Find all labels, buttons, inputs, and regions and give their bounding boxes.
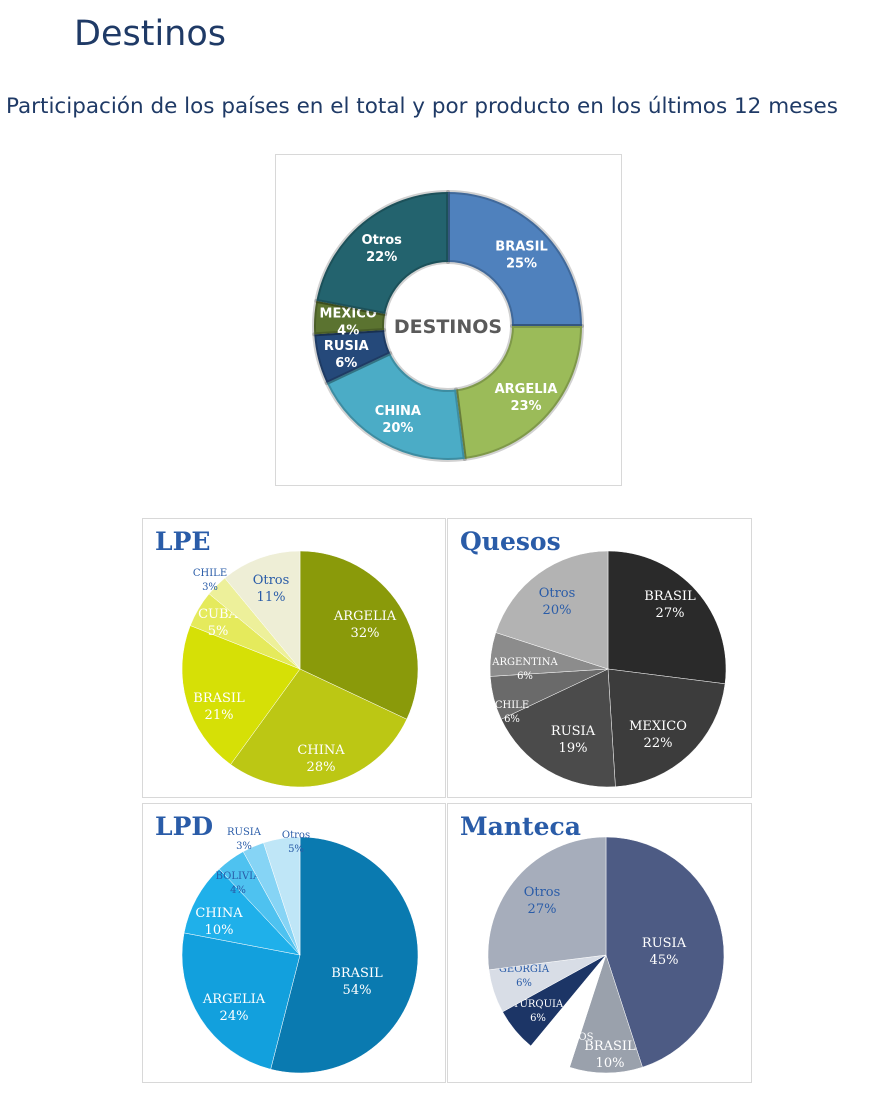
slice-value-otros: 20%: [543, 603, 572, 618]
chart-title-lpe: LPE: [155, 527, 211, 556]
slice-value-rusia: 45%: [650, 953, 679, 968]
slice-value-china: 10%: [205, 923, 234, 938]
slice-label-otros: Otros: [282, 830, 310, 841]
pie-slice-argelia: [299, 550, 419, 720]
page-title: Destinos: [74, 14, 226, 54]
donut-center-label: DESTINOS: [394, 316, 502, 338]
lpd-chart-panel: LPD BRASIL 54% ARGELIA 24% CHINA 10% BOLIVIA 4%…: [142, 803, 446, 1083]
slice-value-argelia: 23%: [510, 399, 541, 414]
pie-slice-rusia: [605, 836, 725, 1068]
pie-slice-argelia: [181, 932, 301, 1070]
slice-label-georgia: GEORGIA: [499, 964, 550, 975]
pie-slice-china: [183, 868, 301, 956]
quesos-chart-panel: Quesos BRASIL 27% MEXICO 22% RUSIA 19% CHILE 6%…: [447, 518, 752, 798]
slice-label-mexico: MEXICO: [629, 719, 687, 734]
pie-slice-brasil: [446, 190, 584, 328]
slice-value-otros: 22%: [366, 250, 397, 265]
pie-slice-otros: [314, 190, 450, 317]
slice-label-brasil: BRASIL: [193, 691, 245, 706]
slice-value-rusia: 6%: [335, 356, 357, 371]
slice-value-brasil: 27%: [656, 606, 685, 621]
slice-value-cuba: 5%: [208, 624, 229, 639]
slice-value-brasil: 54%: [343, 983, 372, 998]
slice-label-brasil: BRASIL: [644, 589, 696, 604]
destinos-chart-panel: BRASIL 25% ARGELIA 23% CHINA 20% RUSIA 6% MEXICO…: [275, 154, 622, 486]
page-subtitle: Participación de los países en el total …: [6, 94, 838, 119]
slice-label-chile: CHILE: [495, 700, 529, 711]
chart-title-manteca: Manteca: [460, 812, 581, 841]
slice-value-otros: 11%: [257, 590, 286, 605]
slice-value-argentina: 6%: [517, 671, 533, 682]
slice-label-rusia: RUSIA: [642, 936, 687, 951]
slice-label-chile: CHILE: [193, 568, 227, 579]
slice-value-georgia: 6%: [516, 978, 532, 989]
slice-label-bolivia: BOLIVIA: [216, 871, 261, 882]
slice-value-rusia: 19%: [559, 741, 588, 756]
slice-value-brasil: 25%: [506, 256, 537, 271]
pie-slice-otros: [263, 836, 301, 956]
slice-value-chile: 3%: [202, 582, 218, 593]
slice-label-otros: Otros: [539, 586, 576, 601]
slice-label-brasil: BRASIL: [495, 239, 547, 254]
slice-value-argelia: 32%: [351, 626, 380, 641]
slice-label-china: CHINA: [375, 404, 421, 419]
lpe-pie-chart: ARGELIA 32% CHINA 28% BRASIL 21% CUBA 5% CHILE 3%…: [181, 550, 419, 788]
slice-label-mexico: MEXICO: [320, 307, 377, 322]
slice-label-china: CHINA: [297, 743, 345, 758]
chart-title-quesos: Quesos: [460, 527, 561, 556]
slice-label-brasil: BRASIL: [584, 1039, 636, 1054]
slice-value-brasil: 10%: [596, 1056, 625, 1071]
pie-slice-mexico: [607, 668, 726, 788]
chart-title-lpd: LPD: [155, 812, 214, 841]
slice-label-argelia: ARGELIA: [333, 609, 397, 624]
pie-slice-china: [324, 351, 467, 462]
manteca-pie-chart: RUSIA 45% BRASIL 10% MARRUECOS 6% TURQUIA 6% GEO…: [487, 836, 725, 1074]
slice-label-argelia: ARGELIA: [495, 382, 558, 397]
destinos-donut-chart: BRASIL 25% ARGELIA 23% CHINA 20% RUSIA 6% MEXICO…: [312, 190, 584, 462]
pie-slice-china: [230, 668, 408, 788]
slice-label-otros: Otros: [362, 233, 403, 248]
slice-value-chile: 6%: [504, 714, 520, 725]
slice-label-otros: Otros: [253, 573, 290, 588]
slice-value-marruecos: 6%: [550, 1046, 566, 1057]
slice-label-argelia: ARGELIA: [202, 992, 266, 1007]
pie-slice-brasil: [181, 625, 301, 765]
pie-slice-rusia: [312, 328, 393, 386]
slice-label-rusia: RUSIA: [227, 827, 262, 838]
lpe-chart-panel: LPE ARGELIA 32% CHINA 28% BRASIL 21% CUBA 5% CHI…: [142, 518, 446, 798]
slice-value-mexico: 22%: [644, 736, 673, 751]
slice-label-cuba: CUBA: [198, 607, 238, 622]
pie-slice-brasil: [607, 550, 727, 685]
slice-label-rusia: RUSIA: [324, 339, 369, 354]
slice-label-brasil: BRASIL: [331, 966, 383, 981]
pie-slice-mexico: [312, 298, 388, 337]
slice-value-bolivia: 4%: [230, 885, 246, 896]
slice-label-turquia: TURQUIA: [513, 999, 564, 1010]
slice-value-turquia: 6%: [530, 1013, 546, 1024]
quesos-pie-chart: BRASIL 27% MEXICO 22% RUSIA 19% CHILE 6% ARGENTI…: [489, 550, 727, 788]
lpd-pie-chart: BRASIL 54% ARGELIA 24% CHINA 10% BOLIVIA 4% RUSI…: [181, 827, 419, 1074]
pie-slice-brasil: [569, 954, 643, 1074]
slice-value-china: 20%: [382, 421, 413, 436]
slice-value-argelia: 24%: [220, 1009, 249, 1024]
manteca-chart-panel: Manteca RUSIA 45% BRASIL 10% MARRUECOS 6% TURQ…: [447, 803, 752, 1083]
slice-value-china: 28%: [307, 760, 336, 775]
slice-label-otros: Otros: [524, 885, 561, 900]
pie-slice-otros: [224, 550, 301, 670]
pie-slice-otros: [487, 836, 607, 971]
pie-slice-rusia: [500, 668, 616, 788]
slice-value-rusia: 3%: [236, 841, 252, 852]
slice-label-marruecos: MARRUECOS: [523, 1032, 594, 1043]
slice-value-otros: 5%: [288, 844, 304, 855]
slice-label-argentina: ARGENTINA: [491, 657, 558, 668]
pie-slice-otros: [495, 550, 609, 670]
slice-value-brasil: 21%: [205, 708, 234, 723]
pie-slice-argelia: [454, 324, 584, 461]
slice-value-otros: 27%: [528, 902, 557, 917]
slice-label-china: CHINA: [195, 906, 243, 921]
pie-slice-brasil: [270, 836, 419, 1074]
slice-value-mexico: 4%: [337, 324, 359, 339]
slice-label-rusia: RUSIA: [551, 724, 596, 739]
